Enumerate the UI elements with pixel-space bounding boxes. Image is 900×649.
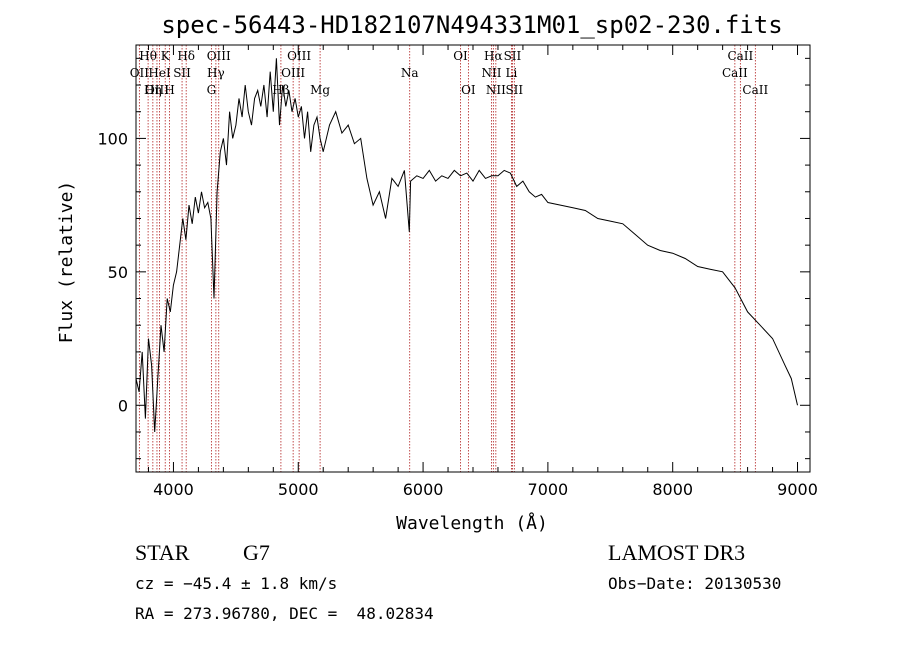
spectral-line-label: OIII (281, 66, 305, 80)
spectral-line-label: CaII (727, 49, 753, 63)
spectral-line-label: Na (401, 66, 419, 80)
x-tick-label: 8000 (652, 480, 693, 499)
x-tick-label: 7000 (528, 480, 569, 499)
spectral-line-label: Hγ (207, 66, 225, 80)
y-tick-label: 0 (118, 396, 128, 415)
spectral-line-label: Hβ (272, 83, 289, 97)
spectral-line-label: OIII (145, 83, 169, 97)
plot-frame (135, 44, 811, 473)
axis-ticks: 4000 5000 6000 7000 8000 9000 0 50 100 (97, 45, 818, 499)
spectral-line-label: OI (461, 83, 476, 97)
spectral-line-label: Hθ (139, 49, 157, 63)
object-subclass: G7 (243, 540, 270, 565)
y-tick-label: 50 (108, 263, 128, 282)
survey-name: LAMOST DR3 (608, 540, 746, 565)
spectral-line-label: CaII (742, 83, 768, 97)
coordinates-radec: RA = 273.96780, DEC = 48.02834 (135, 604, 434, 623)
spectral-line-label: SII (505, 83, 523, 97)
spectral-line-label: CaII (722, 66, 748, 80)
spectral-line-label: SII (173, 66, 191, 80)
redshift-cz: cz = −45.4 ± 1.8 km/s (135, 574, 338, 593)
object-class: STAR (135, 540, 190, 565)
y-axis-label: Flux (relative) (56, 181, 77, 344)
spectral-line-label: Hη (144, 83, 162, 97)
observation-date: Obs−Date: 20130530 (608, 574, 782, 593)
spectral-line-label: Mg (310, 83, 330, 97)
spectral-line-label: OIII (287, 49, 311, 63)
y-tick-label: 100 (97, 129, 128, 148)
chart-title: spec-56443-HD182107N494331M01_sp02-230.f… (161, 11, 782, 39)
spectral-line-label: G (207, 83, 217, 97)
spectral-line-label: OIII (207, 49, 231, 63)
spectral-line-label: H (164, 83, 174, 97)
x-tick-label: 4000 (153, 480, 194, 499)
spectrum-line (135, 58, 798, 433)
spectral-line-label: Hδ (177, 49, 195, 63)
x-axis-label: Wavelength (Å) (396, 512, 548, 534)
spectral-line-label: Hα (484, 49, 503, 63)
spectral-line-labels: Hθ OII OIII K H HeI Hη Hδ SII OIII Hγ G OIII OIII Hβ Mg… (130, 49, 769, 97)
spectral-line-label: OI (453, 49, 468, 63)
spectral-line-label: K (161, 49, 171, 63)
spectral-line-label: OII (130, 66, 150, 80)
spectral-line-label: HeI (148, 66, 171, 80)
spectral-line-label: Li (506, 66, 518, 80)
spectral-line-markers (138, 45, 756, 472)
spectral-line-label: SII (504, 49, 522, 63)
x-tick-label: 6000 (403, 480, 444, 499)
x-tick-label: 5000 (278, 480, 319, 499)
spectral-line-label: NII (486, 83, 506, 97)
x-tick-label: 9000 (777, 480, 818, 499)
spectral-line-label: NII (481, 66, 501, 80)
